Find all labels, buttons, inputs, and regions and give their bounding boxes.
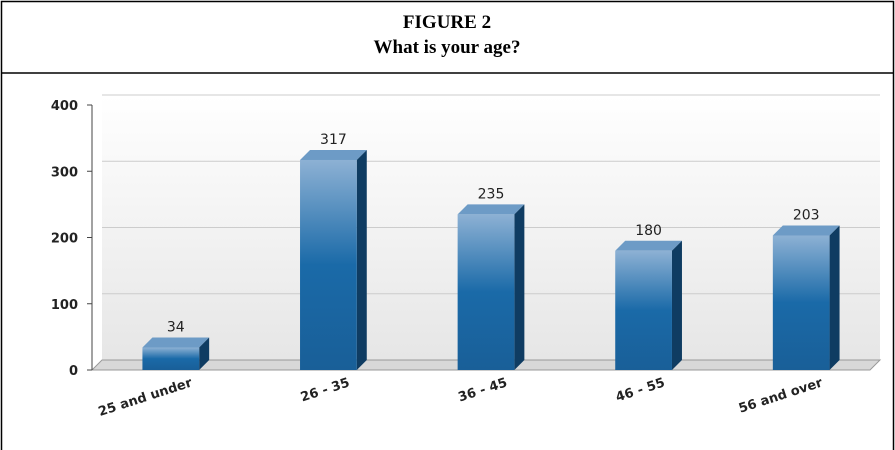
bar-top — [772, 225, 840, 236]
bar — [457, 214, 515, 370]
bar-side — [829, 225, 840, 370]
x-tick-label: 56 and over — [737, 375, 825, 416]
bar — [772, 235, 830, 370]
x-tick-label: 25 and under — [97, 375, 195, 420]
bar-side — [514, 204, 525, 370]
bar — [300, 159, 357, 370]
bar — [615, 250, 672, 370]
bar-top — [300, 149, 367, 160]
y-tick-label: 300 — [51, 165, 78, 180]
x-tick-label: 46 - 55 — [614, 376, 667, 406]
x-tick-label: 36 - 45 — [456, 376, 509, 406]
y-tick-label: 400 — [51, 99, 78, 114]
value-label: 34 — [167, 319, 185, 335]
y-tick-label: 200 — [51, 232, 78, 247]
chart-title: What is your age? — [374, 37, 521, 58]
value-label: 180 — [635, 223, 662, 239]
bar — [142, 347, 200, 370]
bar-top — [615, 240, 682, 251]
value-label: 317 — [320, 132, 347, 148]
bar-side — [671, 240, 682, 370]
bar-side — [199, 337, 210, 370]
bar-side — [356, 149, 367, 370]
bar-top — [457, 204, 525, 215]
y-tick-label: 0 — [69, 364, 78, 379]
bar-top — [142, 337, 210, 348]
x-tick-label: 26 - 35 — [299, 376, 352, 406]
value-label: 203 — [793, 208, 820, 224]
value-label: 235 — [478, 186, 505, 202]
y-tick-label: 100 — [51, 298, 78, 313]
figure-label: FIGURE 2 — [403, 12, 491, 33]
